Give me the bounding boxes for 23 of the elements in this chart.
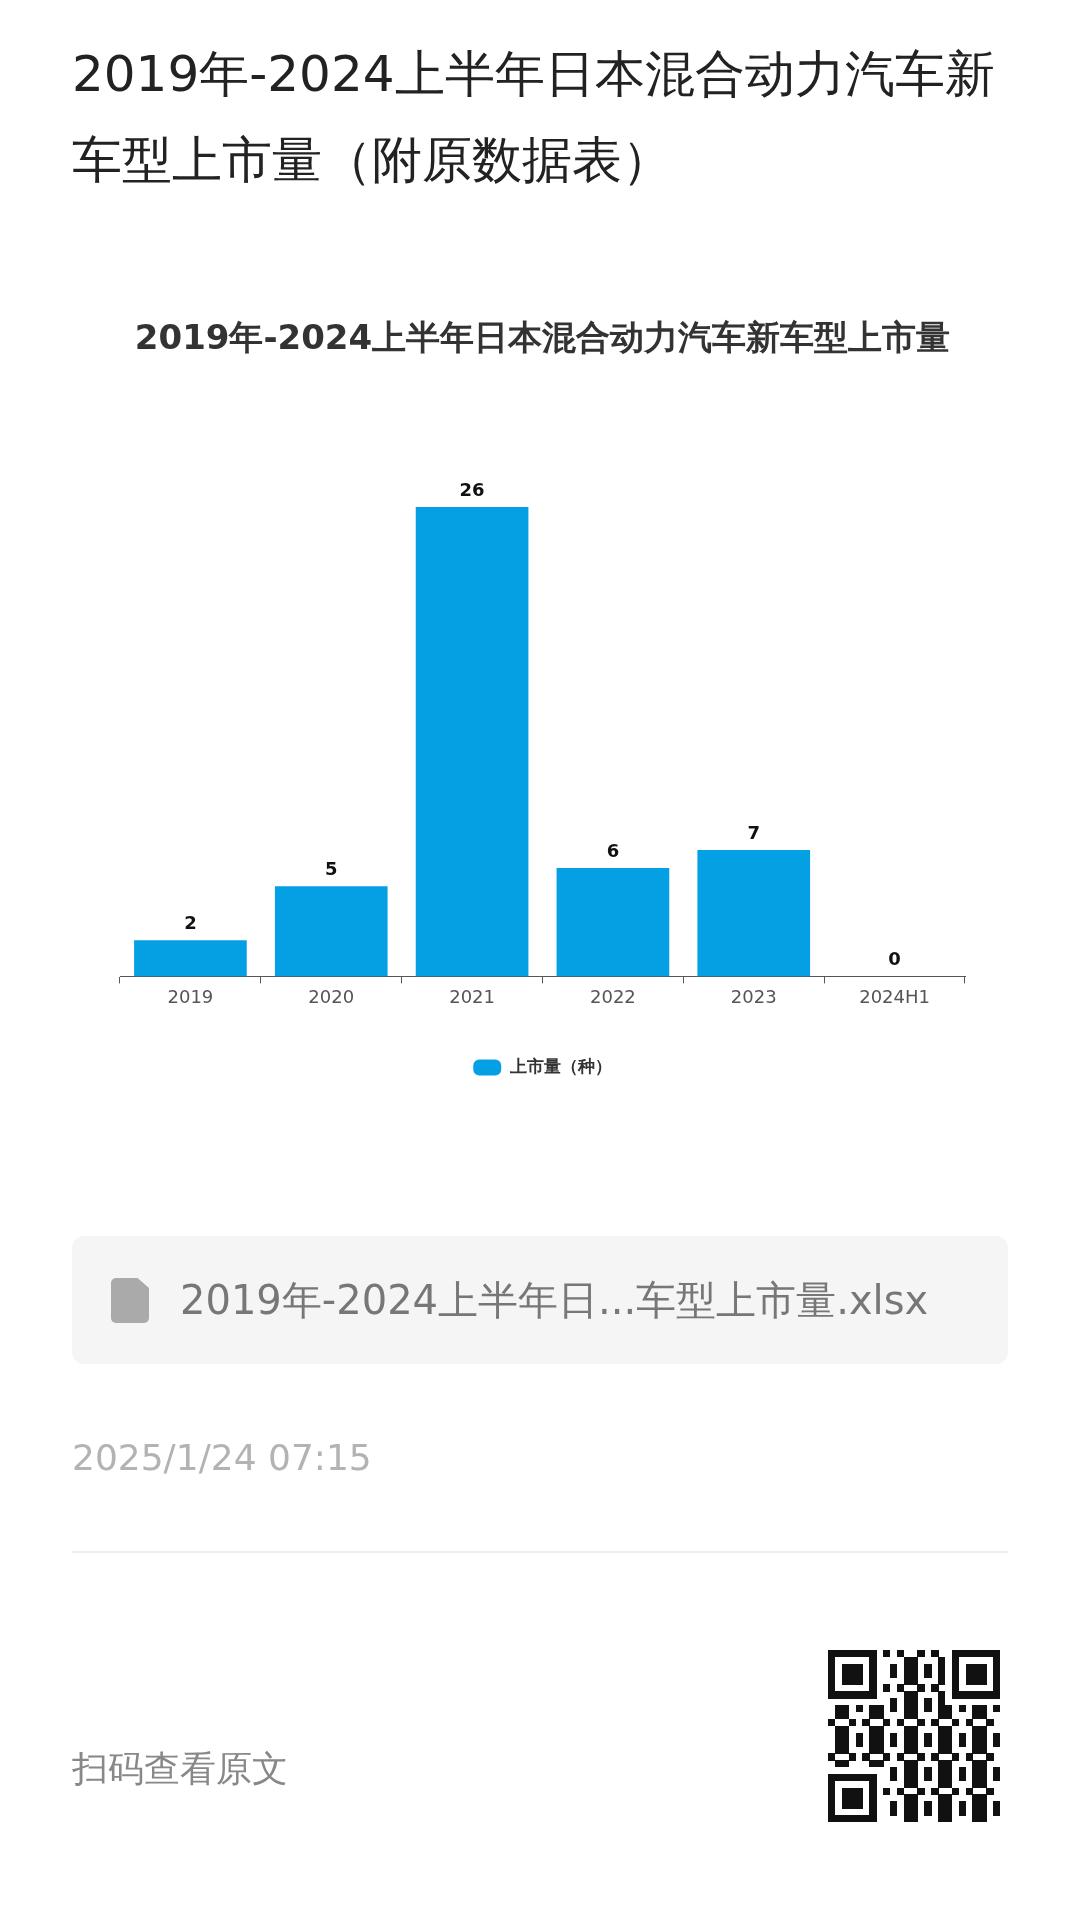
data-label: 0 bbox=[888, 948, 901, 970]
x-tick-label: 2019 bbox=[167, 985, 214, 1007]
data-label: 5 bbox=[324, 857, 338, 879]
x-tick-label: 2022 bbox=[590, 985, 636, 1007]
data-label: 2 bbox=[184, 911, 197, 933]
bar bbox=[556, 868, 670, 977]
text: 扫码查看原文 bbox=[72, 1747, 288, 1791]
text: 2025/1/24 07:15 bbox=[72, 1436, 372, 1480]
text: 2019年-2024上半年日...车型上市量.xlsx bbox=[180, 1276, 929, 1324]
x-tick-label: 2020 bbox=[308, 985, 355, 1007]
data-label: 7 bbox=[747, 821, 761, 843]
legend-label: 上市量（种） bbox=[508, 1055, 612, 1076]
bar bbox=[415, 507, 529, 977]
bar bbox=[134, 940, 247, 977]
x-tick-label: 2023 bbox=[730, 985, 777, 1007]
chart-title: 2019年-2024上半年日本混合动力汽车新车型上市量（附原数据表） bbox=[72, 44, 996, 191]
bar bbox=[274, 886, 388, 977]
data-label: 6 bbox=[606, 839, 620, 861]
data-label: 26 bbox=[459, 478, 485, 500]
chart-subtitle: 2019年-2024上半年日本混合动力汽车新车型上市量 bbox=[134, 317, 951, 358]
x-tick-label: 2024H1 bbox=[859, 985, 930, 1007]
x-tick-label: 2021 bbox=[449, 985, 495, 1007]
bar bbox=[697, 850, 811, 977]
